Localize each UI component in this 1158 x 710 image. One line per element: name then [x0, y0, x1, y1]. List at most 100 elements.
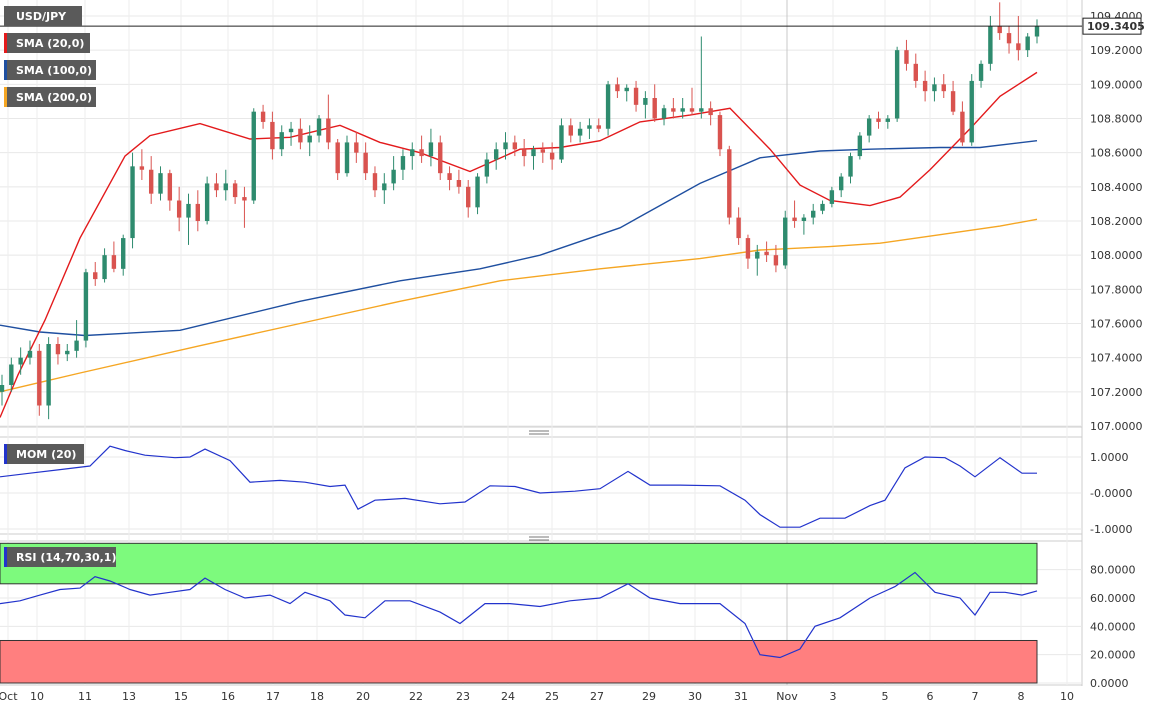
sma20-tag[interactable]: SMA (20,0)	[4, 33, 90, 53]
candle-body	[829, 190, 835, 204]
candle	[689, 87, 695, 116]
candle-body	[615, 84, 620, 92]
candle-body	[960, 111, 965, 143]
candle-body	[997, 26, 1002, 34]
candle	[587, 118, 592, 139]
candle	[475, 173, 480, 215]
candle	[214, 173, 219, 198]
candle	[717, 111, 723, 157]
symbol-tag-bg	[4, 6, 82, 26]
candle-body	[167, 173, 173, 201]
rsi-oversold-zone	[0, 639, 1038, 684]
candle	[195, 190, 201, 232]
x-tick-label: 5	[882, 690, 889, 703]
candlesticks	[0, 2, 1040, 420]
candle	[400, 149, 406, 180]
mom-tick-label: -0.0000	[1090, 487, 1132, 500]
candle	[941, 74, 946, 98]
mom-tick-label: -1.0000	[1090, 523, 1132, 536]
candle	[922, 70, 928, 102]
candle-body	[251, 111, 256, 201]
candle-body	[344, 142, 350, 174]
x-tick-label: 24	[501, 690, 515, 703]
candle	[279, 125, 284, 157]
sma200-tag[interactable]: SMA (200,0)	[4, 87, 96, 107]
candle	[102, 248, 107, 283]
symbol-tag[interactable]: USD/JPY	[4, 6, 82, 26]
y-tick-label: 108.6000	[1090, 147, 1143, 160]
candle-body	[689, 108, 695, 112]
rsi-tick-label: 60.0000	[1090, 592, 1136, 605]
candle	[680, 98, 685, 119]
candle	[428, 128, 434, 167]
candle	[93, 262, 98, 286]
candle	[764, 241, 769, 262]
candle-body	[820, 203, 825, 211]
y-tick-label: 109.0000	[1090, 78, 1143, 91]
candle	[111, 241, 117, 273]
candle	[736, 207, 741, 245]
candle-body	[717, 115, 723, 150]
candle	[792, 200, 797, 228]
candle-body	[298, 128, 303, 143]
x-tick-label: Oct	[0, 690, 18, 703]
candle	[745, 234, 751, 269]
mom-tag[interactable]: MOM (20)	[4, 444, 84, 464]
x-tick-label: 27	[590, 690, 604, 703]
candle-body	[83, 272, 89, 341]
candle	[74, 320, 79, 358]
x-tick-label: 17	[266, 690, 280, 703]
sma100-line	[0, 140, 1038, 337]
candle-body	[335, 142, 340, 174]
candle-body	[838, 176, 844, 191]
candle	[978, 60, 984, 88]
candle-body	[699, 108, 704, 112]
candle	[158, 166, 163, 201]
x-tick-label: 16	[221, 690, 235, 703]
candle-body	[1016, 43, 1021, 51]
x-tick-label: 3	[830, 690, 837, 703]
candle-body	[475, 176, 480, 208]
candle	[18, 347, 23, 375]
candle	[260, 104, 266, 129]
candle-body	[279, 132, 284, 150]
candle-body	[270, 121, 275, 150]
candle	[577, 121, 583, 143]
rsi-tag-accent	[4, 547, 7, 567]
candle	[559, 118, 564, 163]
candle-body	[46, 344, 51, 406]
rsi-tag[interactable]: RSI (14,70,30,1)	[4, 547, 116, 567]
rsi-line	[0, 571, 1038, 659]
sma20-tag-bg	[4, 33, 90, 53]
candle-body	[9, 364, 14, 385]
sma200-line	[0, 218, 1038, 393]
candle-body	[74, 340, 79, 351]
candle-body	[857, 135, 863, 157]
candle	[773, 244, 779, 273]
candle-body	[121, 238, 126, 269]
candle-body	[605, 84, 611, 129]
candle-body	[466, 186, 471, 208]
candle-body	[195, 203, 201, 221]
candle	[466, 180, 471, 218]
rsi-tick-label: 20.0000	[1090, 649, 1136, 662]
candle	[811, 203, 816, 225]
candle-body	[596, 125, 601, 129]
candle-body	[773, 255, 779, 266]
candle-body	[428, 142, 434, 157]
candle	[270, 111, 275, 160]
sma100-tag[interactable]: SMA (100,0)	[4, 60, 96, 80]
candle-body	[27, 350, 33, 358]
current-price-tag	[1082, 17, 1142, 35]
candle-body	[419, 149, 424, 157]
candle	[298, 118, 303, 150]
candle-body	[652, 98, 657, 119]
candle-body	[531, 149, 536, 157]
candle-body	[111, 255, 117, 269]
candle-body	[447, 173, 452, 180]
candle	[885, 115, 891, 129]
candle-body	[400, 156, 406, 170]
candle	[363, 142, 368, 180]
candle-body	[130, 166, 135, 239]
x-tick-label: 15	[174, 690, 188, 703]
